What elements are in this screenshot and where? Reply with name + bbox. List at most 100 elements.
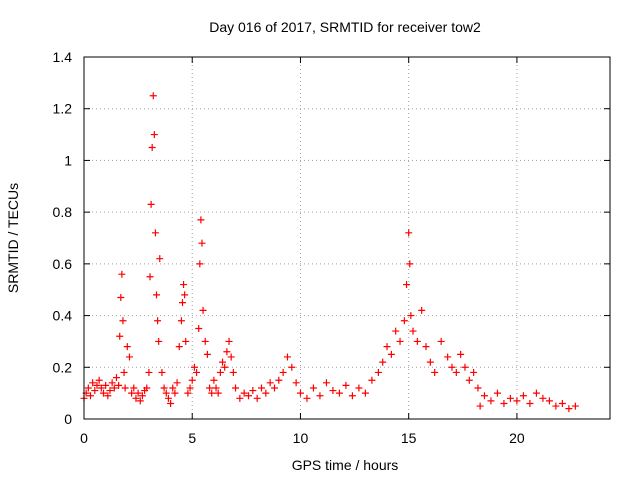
data-point: [292, 379, 300, 387]
data-point: [95, 376, 103, 384]
data-point: [119, 317, 127, 325]
y-tick-label: 0.6: [53, 256, 73, 272]
x-tick-label: 20: [509, 430, 525, 446]
data-point: [164, 394, 172, 402]
data-point: [158, 368, 166, 376]
data-point: [110, 384, 118, 392]
data-point: [186, 384, 194, 392]
data-point: [196, 260, 204, 268]
data-point: [136, 397, 144, 405]
data-point: [173, 379, 181, 387]
y-tick-label: 0.8: [53, 204, 73, 220]
data-point: [296, 389, 304, 397]
data-point: [465, 376, 473, 384]
data-point: [199, 306, 207, 314]
data-point: [91, 387, 99, 395]
y-tick-label: 0: [64, 411, 72, 427]
x-tick-label: 10: [293, 430, 309, 446]
data-point: [197, 216, 205, 224]
data-point: [147, 200, 155, 208]
data-point: [279, 368, 287, 376]
data-point: [519, 392, 527, 400]
x-tick-label: 15: [401, 430, 417, 446]
data-point: [257, 384, 265, 392]
data-point: [452, 368, 460, 376]
data-point: [266, 379, 274, 387]
data-point: [155, 337, 163, 345]
data-point: [106, 387, 114, 395]
data-point: [227, 353, 235, 361]
data-point: [506, 394, 514, 402]
data-point: [125, 353, 133, 361]
data-point: [374, 368, 382, 376]
y-tick-labels: 0 0.2 0.4 0.6 0.8 1 1.2 1.4: [53, 49, 73, 427]
data-point: [422, 343, 430, 351]
data-point: [193, 368, 201, 376]
data-point: [216, 368, 224, 376]
data-point: [288, 363, 296, 371]
data-point: [262, 389, 270, 397]
data-point: [500, 399, 508, 407]
data-point: [283, 353, 291, 361]
data-point: [148, 144, 156, 151]
data-point: [134, 389, 142, 397]
x-tick-label: 0: [80, 430, 88, 446]
data-point: [177, 317, 185, 325]
x-tick-labels: 0 5 10 15 20: [80, 430, 525, 446]
data-point: [513, 397, 521, 405]
data-point: [117, 293, 125, 301]
data-point: [214, 389, 222, 397]
data-point: [123, 343, 131, 351]
y-tick-label: 0.2: [53, 359, 73, 375]
data-point: [116, 332, 124, 340]
data-point: [532, 389, 540, 397]
data-point: [387, 350, 395, 358]
data-point: [121, 384, 129, 392]
data-point: [361, 389, 369, 397]
data-point: [195, 325, 203, 332]
data-point: [474, 384, 482, 392]
data-point: [476, 402, 484, 410]
data-point: [270, 384, 278, 392]
data-point: [149, 92, 157, 100]
data-point: [552, 402, 560, 410]
data-point: [169, 384, 177, 392]
data-point: [403, 281, 411, 289]
data-point: [160, 384, 168, 392]
data-point: [210, 376, 218, 384]
y-tick-label: 1.2: [53, 101, 73, 117]
data-point: [406, 260, 414, 268]
data-point: [181, 291, 189, 299]
data-point: [150, 131, 158, 139]
data-point: [225, 337, 233, 345]
data-point: [413, 337, 421, 345]
data-point: [448, 363, 456, 371]
data-point: [418, 306, 426, 314]
data-point: [457, 350, 465, 358]
data-point: [198, 239, 206, 247]
data-point: [108, 379, 116, 387]
data-point: [355, 384, 363, 392]
data-point: [348, 392, 356, 400]
data-point: [545, 397, 553, 405]
data-point: [178, 299, 186, 307]
data-point: [342, 381, 350, 389]
data-point: [229, 368, 237, 376]
data-point: [146, 273, 154, 281]
data-point: [383, 343, 391, 351]
data-point: [303, 394, 311, 402]
data-point: [335, 389, 343, 397]
data-point: [206, 384, 214, 392]
data-point: [470, 368, 478, 376]
data-point: [201, 337, 209, 345]
data-point: [219, 358, 227, 366]
y-tick-label: 1: [64, 152, 72, 168]
axis-ticks: [83, 56, 610, 420]
data-point: [253, 394, 261, 402]
data-point: [249, 387, 257, 395]
y-tick-label: 1.4: [53, 49, 73, 65]
data-point: [223, 348, 231, 356]
data-point: [409, 327, 417, 335]
data-point: [167, 399, 175, 407]
chart-title: Day 016 of 2017, SRMTID for receiver tow…: [209, 19, 481, 35]
